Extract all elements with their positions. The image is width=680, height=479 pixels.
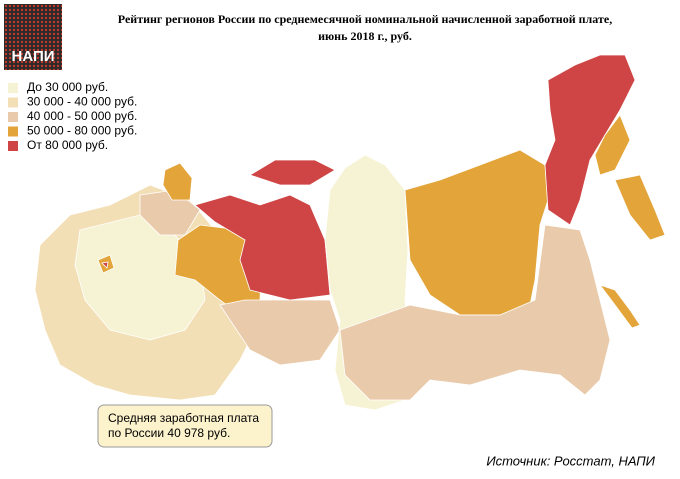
title-line: июнь 2018 г., руб.: [318, 29, 412, 43]
legend-label: До 30 000 руб.: [27, 80, 108, 94]
region: [162, 162, 193, 201]
region: [544, 54, 636, 226]
region: [598, 284, 641, 329]
legend-swatch: [8, 141, 18, 151]
legend-label: 50 000 - 80 000 руб.: [27, 124, 137, 138]
region: [249, 159, 336, 186]
region: [594, 114, 631, 176]
legend-swatch: [8, 83, 18, 93]
region: [404, 149, 549, 316]
logo-bg: [4, 4, 62, 70]
legend-label: 40 000 - 50 000 руб.: [27, 109, 137, 123]
region: [614, 174, 666, 241]
legend-label: 30 000 - 40 000 руб.: [27, 95, 137, 109]
legend-swatch: [8, 112, 18, 122]
source: Источник: Росстат, НАПИ: [486, 453, 655, 468]
note-text: Средняя заработная плата: [108, 411, 259, 425]
legend-label: От 80 000 руб.: [27, 138, 108, 152]
legend: До 30 000 руб.30 000 - 40 000 руб.40 000…: [8, 80, 137, 152]
note-box: [97, 404, 273, 448]
title-line: Рейтинг регионов России по среднемесячно…: [118, 12, 612, 26]
logo-text: НАПИ: [11, 48, 54, 65]
note-text: по России 40 978 руб.: [108, 426, 230, 440]
legend-swatch: [8, 126, 18, 137]
region: [194, 194, 331, 301]
map: [34, 54, 666, 411]
legend-swatch: [8, 97, 18, 108]
region: [101, 261, 109, 269]
region: [339, 224, 611, 401]
